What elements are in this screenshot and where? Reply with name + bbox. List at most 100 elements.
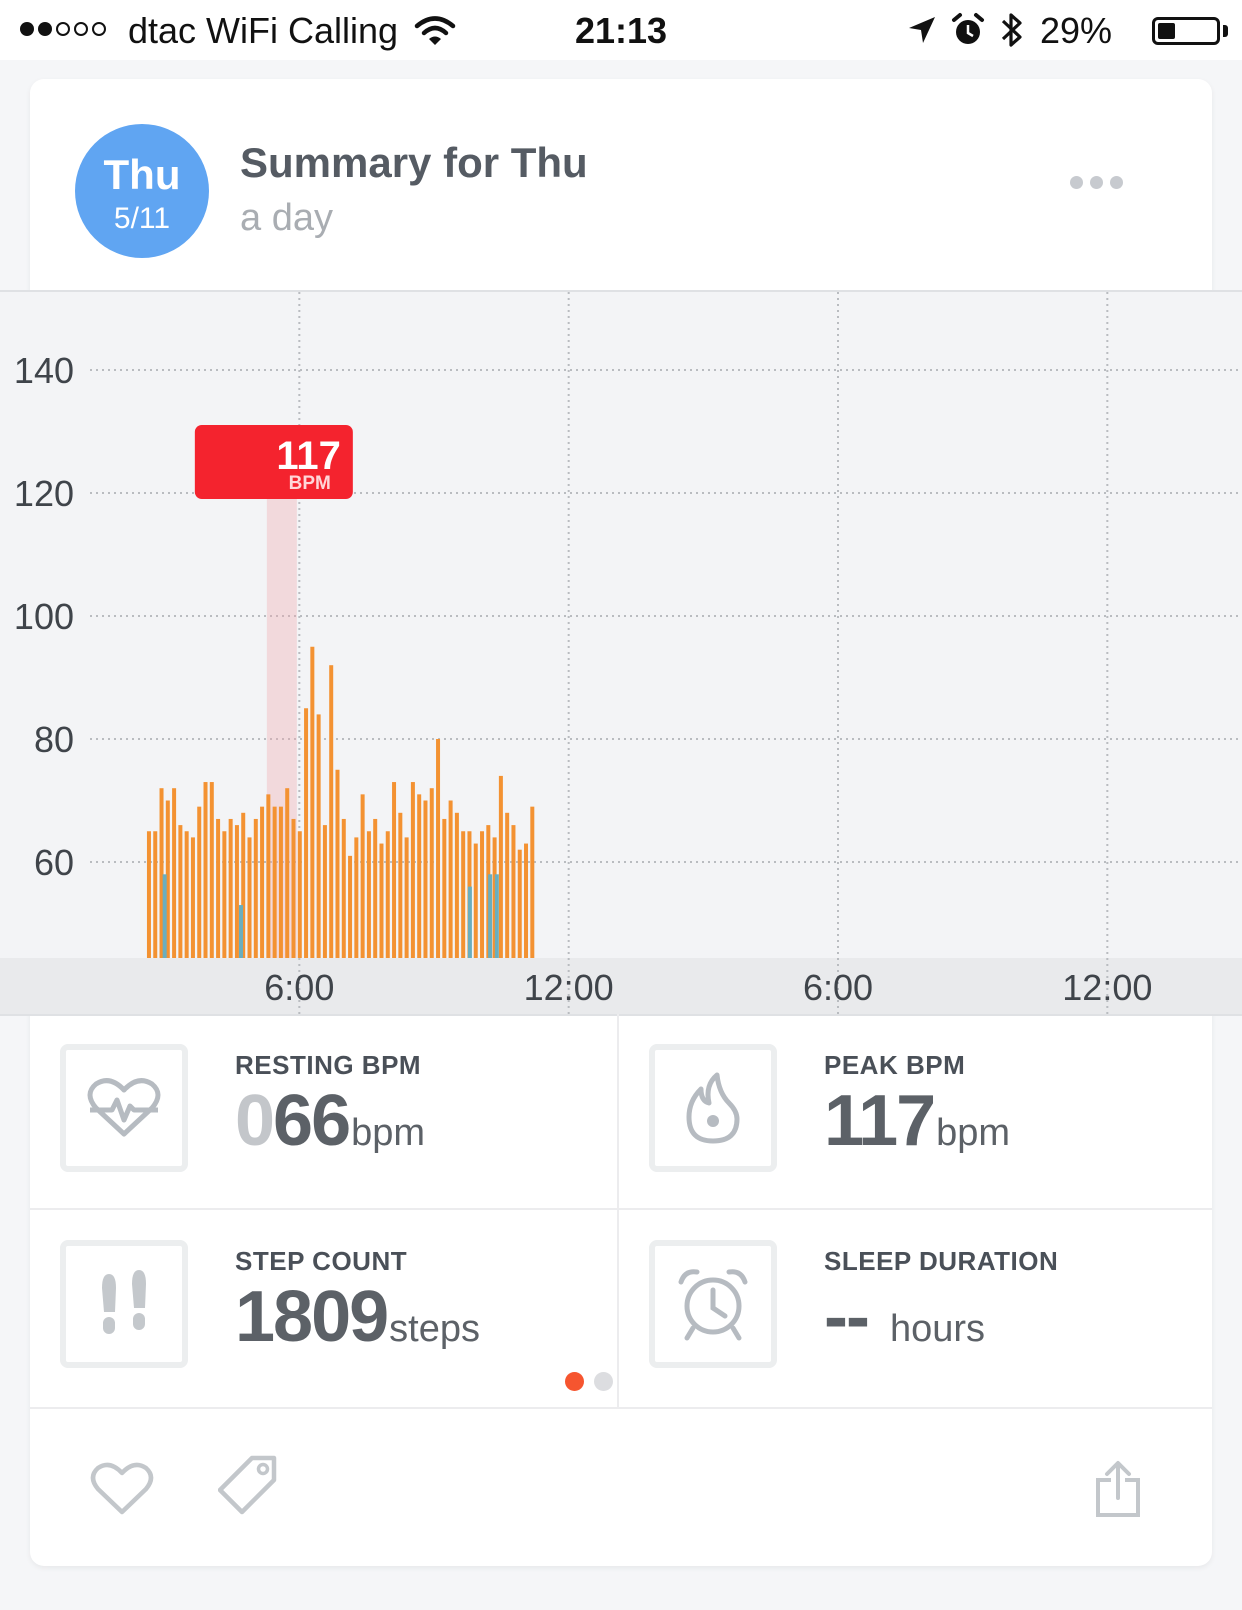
battery-level	[1158, 23, 1175, 39]
stat-resting-bpm[interactable]: RESTING BPM 066bpm	[30, 1014, 617, 1208]
x-tick-label: 12:00	[524, 967, 614, 1008]
date-badge: Thu 5/11	[75, 124, 209, 258]
heart-rate-bar	[423, 800, 428, 958]
footprints-icon	[102, 1270, 146, 1334]
stat-sleep-duration[interactable]: SLEEP DURATION -- hours	[619, 1210, 1212, 1406]
page-dot-active[interactable]	[565, 1372, 584, 1391]
more-options-button[interactable]	[1070, 167, 1140, 197]
signal-dot	[92, 22, 106, 36]
heart-rate-bar	[417, 794, 422, 958]
heart-rate-bar	[454, 812, 459, 958]
x-tick-label: 6:00	[803, 967, 873, 1008]
peak-tooltip	[194, 425, 353, 499]
heart-rate-bar	[436, 739, 441, 958]
heart-rate-bar	[153, 831, 158, 958]
heart-rate-bar	[285, 788, 290, 958]
page-dot[interactable]	[594, 1372, 613, 1391]
heart-rate-bar	[348, 855, 353, 958]
heart-rate-bar	[228, 818, 233, 958]
x-axis-band	[0, 958, 1242, 1014]
heart-rate-bar	[253, 818, 258, 958]
resting-bpm-value-row: 066bpm	[235, 1080, 425, 1162]
heart-rate-bar	[178, 825, 183, 958]
resting-bpm-label: RESTING BPM	[235, 1050, 422, 1080]
heart-rate-bar	[335, 769, 340, 958]
heart-rate-bar	[530, 806, 535, 958]
stats-divider	[617, 1014, 619, 1408]
heart-rate-bar	[404, 837, 409, 958]
heart-rate-bar	[366, 831, 371, 958]
y-tick-label: 100	[14, 596, 74, 637]
heart-rate-bar	[165, 800, 170, 958]
heart-rate-bar	[304, 708, 309, 958]
heart-rate-bar	[354, 837, 359, 958]
peak-bpm-label: PEAK BPM	[824, 1050, 966, 1080]
status-bar: dtac WiFi Calling 21:13 29%	[0, 0, 1242, 60]
share-icon[interactable]	[1095, 1460, 1141, 1518]
heart-rate-bar	[184, 831, 189, 958]
heart-rate-bar	[524, 843, 529, 958]
resting-icon-box	[60, 1044, 188, 1172]
more-dot-icon	[1070, 175, 1083, 189]
peak-bpm-value: 117	[824, 1081, 936, 1161]
resting-bpm-value: 66	[273, 1081, 351, 1161]
stats-divider	[30, 1407, 1212, 1409]
resting-bpm-leading-zero: 0	[235, 1081, 275, 1161]
stat-peak-bpm[interactable]: PEAK BPM 117bpm	[619, 1014, 1212, 1208]
stat-step-count[interactable]: STEP COUNT 1809steps	[30, 1210, 617, 1406]
y-tick-label: 60	[34, 842, 74, 883]
sleep-heart-rate-bar	[238, 905, 243, 958]
tag-icon[interactable]	[218, 1454, 280, 1518]
heart-rate-bar	[398, 812, 403, 958]
heart-rate-bar	[146, 831, 151, 958]
x-tick-label: 6:00	[264, 967, 334, 1008]
peak-tooltip-value: 117	[276, 434, 341, 478]
heart-rate-bar	[272, 806, 277, 958]
battery-percentage: 29%	[1039, 10, 1112, 51]
y-tick-label: 80	[34, 719, 74, 760]
heart-rate-bar	[473, 843, 478, 958]
heart-rate-bar	[385, 831, 390, 958]
heart-rate-bar	[172, 788, 177, 958]
signal-dot	[74, 22, 88, 36]
heart-rate-bar	[203, 782, 208, 958]
sleep-duration-value-row: -- hours	[824, 1276, 985, 1358]
steps-icon-box	[60, 1240, 188, 1368]
wifi-icon	[414, 16, 456, 45]
heart-rate-bar	[209, 782, 214, 958]
heart-rate-bar	[291, 818, 296, 958]
clock: 21:13	[574, 10, 668, 51]
signal-strength-icon	[20, 22, 106, 36]
peak-bpm-unit: bpm	[936, 1112, 1011, 1154]
heart-rate-bar	[197, 806, 202, 958]
heart-rate-bar	[190, 837, 195, 958]
heart-rate-bar	[505, 812, 510, 958]
page-indicator[interactable]	[565, 1372, 613, 1391]
step-count-label: STEP COUNT	[235, 1246, 408, 1276]
step-count-unit: steps	[389, 1308, 480, 1350]
peak-bpm-value-row: 117bpm	[824, 1080, 1010, 1162]
heart-rate-bar	[341, 818, 346, 958]
peak-tooltip-unit: BPM	[289, 473, 331, 494]
heart-rate-bar	[392, 782, 397, 958]
heart-rate-bar	[278, 806, 283, 958]
summary-title: Summary for Thu	[240, 139, 588, 186]
location-arrow-icon	[909, 17, 935, 43]
heart-rate-bar	[310, 646, 315, 958]
heart-rate-bar	[498, 775, 503, 958]
sleep-heart-rate-bar	[467, 886, 472, 958]
signal-dot	[56, 22, 70, 36]
y-tick-label: 140	[14, 350, 74, 391]
heart-rate-bar	[373, 818, 378, 958]
heart-rate-bar	[266, 794, 271, 958]
resting-bpm-unit: bpm	[351, 1112, 426, 1154]
heart-rate-bar	[442, 818, 447, 958]
heart-rate-bar	[379, 843, 384, 958]
stats-divider	[30, 1208, 1212, 1210]
sleep-duration-label: SLEEP DURATION	[824, 1246, 1059, 1276]
heart-rate-bar	[329, 665, 334, 958]
heart-rate-chart[interactable]: 140 120 100 80 60 6:00 12:00 6:00 12:00 117 BPM	[0, 290, 1242, 1016]
heart-rate-bar	[511, 825, 516, 958]
heart-icon[interactable]	[90, 1460, 154, 1518]
